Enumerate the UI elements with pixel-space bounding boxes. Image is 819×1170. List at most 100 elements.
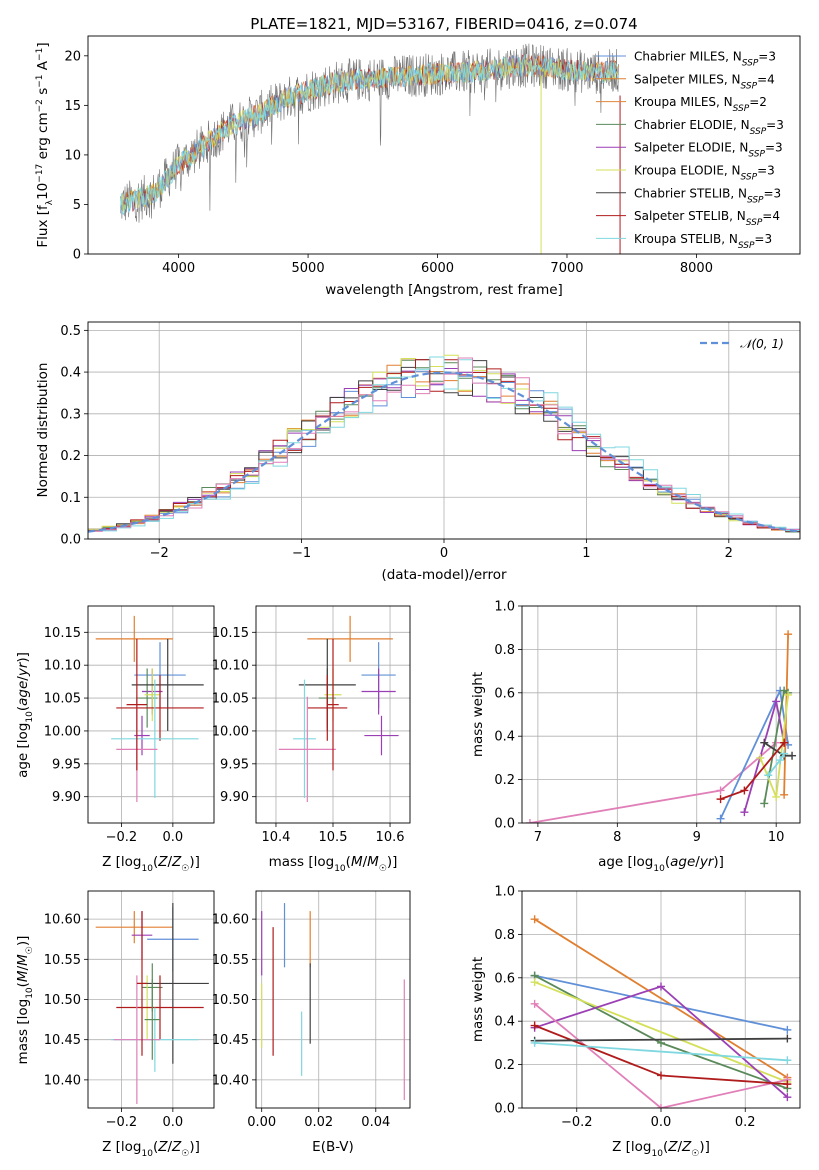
y-tick-label: 0.4 — [494, 1015, 515, 1030]
x-tick-label: −1 — [292, 546, 311, 561]
y-tick-label: 10.10 — [44, 659, 81, 674]
series-marker — [756, 753, 765, 762]
series-marker — [783, 1093, 792, 1102]
x-tick-label: 0.00 — [247, 1115, 276, 1130]
series-marker — [783, 1056, 792, 1065]
y-tick-label: 5 — [73, 198, 81, 213]
x-axis-label: Z [log10(Z/Z☉)] — [612, 1139, 710, 1159]
x-tick-label: 7000 — [550, 261, 583, 276]
series-marker — [657, 1104, 665, 1108]
plot-area — [261, 903, 405, 1100]
x-tick-label: 0.2 — [735, 1115, 756, 1130]
series-marker — [740, 786, 749, 795]
y-tick-label: 10.60 — [44, 913, 81, 928]
y-tick-label: 0.0 — [60, 533, 81, 548]
y-tick-label: 0.4 — [494, 730, 515, 745]
axes-age_vs_Z: −0.2 0.0 9.90 9.95 10.00 10.05 10.10 10.15 Z [lo… — [15, 605, 215, 874]
y-tick-label: 10.40 — [44, 1073, 81, 1088]
x-axis-label: mass [log10(M/M☉)] — [269, 854, 398, 874]
axes-residuals: −2 −1 0 1 2 0.0 0.1 0.2 0.3 0.4 0.5 𝒩(0, 1) (data-mo… — [35, 321, 801, 583]
series-line-pink — [534, 1003, 788, 1108]
x-tick-label: 8000 — [680, 261, 713, 276]
y-tick-label: 10.05 — [44, 692, 81, 707]
y-tick-label: 0.2 — [494, 1058, 515, 1073]
model-spectrum-salp_miles — [120, 55, 619, 211]
series-marker — [530, 915, 539, 924]
histogram-kroupa_stelib — [88, 356, 800, 535]
y-tick-label: 10.10 — [212, 659, 249, 674]
series-marker — [716, 795, 725, 804]
axes-frame — [87, 35, 801, 255]
series-marker — [530, 1021, 539, 1030]
x-axis-label: Z [log10(Z/Z☉)] — [102, 1139, 200, 1159]
y-tick-label: 1.0 — [494, 885, 515, 900]
y-tick-label: 0 — [73, 248, 81, 263]
x-tick-label: −0.2 — [561, 1115, 593, 1130]
y-tick-label: 10.60 — [212, 913, 249, 928]
y-tick-label: 10.50 — [212, 993, 249, 1008]
x-tick-label: 10 — [768, 830, 785, 845]
series-marker — [530, 1038, 539, 1047]
series-marker — [716, 786, 725, 795]
y-tick-label: 0.6 — [494, 686, 515, 701]
series-line-salp_elodie — [743, 701, 785, 813]
x-tick-label: −0.2 — [106, 1115, 138, 1130]
y-tick-label: 0.5 — [60, 324, 81, 339]
series-marker — [530, 978, 539, 987]
legend-label: Kroupa ELODIE, NSSP=3 — [634, 164, 775, 183]
series-marker — [760, 799, 769, 808]
y-tick-label: 0.0 — [494, 817, 515, 832]
model-spectrum-kroupa_stelib — [120, 54, 619, 216]
axes-mass_vs_Z: −0.2 0.0 10.40 10.45 10.50 10.55 10.60 Z [log10… — [15, 890, 215, 1159]
series-marker — [772, 697, 781, 706]
x-tick-label: 8 — [613, 830, 621, 845]
y-tick-label: 9.95 — [52, 757, 81, 772]
series-line-pink — [529, 742, 777, 823]
series-line-chab_miles — [534, 974, 788, 1031]
series-line-salp_miles — [534, 918, 788, 1079]
series-line-kroupa_elodie — [534, 981, 788, 1083]
plot-area — [95, 615, 204, 802]
y-tick-label: 1.0 — [494, 600, 515, 615]
series-marker — [657, 1071, 665, 1080]
y-tick-label: 9.90 — [52, 790, 81, 805]
y-tick-label: 10.45 — [212, 1033, 249, 1048]
series-marker — [780, 749, 789, 758]
y-axis-label: mass weight — [470, 672, 486, 757]
x-tick-label: −2 — [150, 546, 169, 561]
y-axis-label: mass weight — [470, 957, 486, 1042]
series-marker — [783, 1080, 792, 1089]
x-tick-label: 10.6 — [376, 830, 405, 845]
x-axis-label: wavelength [Angstrom, rest frame] — [325, 282, 563, 298]
series-marker — [657, 982, 665, 991]
series-line-kroupa_stelib — [534, 1042, 788, 1062]
y-tick-label: 0.1 — [60, 491, 81, 506]
legend-label: Salpeter ELODIE, NSSP=3 — [634, 141, 783, 160]
series-marker — [776, 756, 785, 765]
axes-frame — [87, 605, 215, 824]
axes-massweight_vs_age: 7 8 9 10 0.0 0.2 0.4 0.6 0.8 1.0 age [log10(age/yr… — [470, 600, 801, 874]
y-tick-label: 10.15 — [212, 626, 249, 641]
series-marker — [530, 999, 539, 1008]
legend-label: Salpeter MILES, NSSP=4 — [634, 72, 775, 91]
x-axis-label: (data-model)/error — [381, 567, 507, 583]
axes-spectrum: 4000 5000 6000 7000 8000 0 5 10 15 20 PLATE=1821, … — [35, 15, 801, 298]
plot-area — [88, 354, 800, 535]
y-axis-label: age [log10(age/yr)] — [15, 652, 35, 778]
y-tick-label: 0.4 — [60, 366, 81, 381]
y-tick-label: 10.55 — [44, 953, 81, 968]
y-tick-label: 9.90 — [220, 790, 249, 805]
x-axis-label: age [log10(age/yr)] — [598, 854, 724, 874]
plot-area — [95, 903, 209, 1104]
legend-label: Chabrier STELIB, NSSP=3 — [634, 186, 781, 205]
y-tick-label: 15 — [64, 99, 81, 114]
series-marker — [525, 819, 534, 823]
legend-label: 𝒩(0, 1) — [740, 337, 784, 351]
x-tick-label: 5000 — [292, 261, 325, 276]
chart-title: PLATE=1821, MJD=53167, FIBERID=0416, z=0… — [250, 15, 637, 33]
x-tick-label: 0.0 — [651, 1115, 672, 1130]
axes-frame — [521, 605, 801, 824]
legend-label: Kroupa STELIB, NSSP=3 — [634, 232, 772, 251]
y-tick-label: 9.95 — [220, 757, 249, 772]
y-tick-label: 0.8 — [494, 928, 515, 943]
